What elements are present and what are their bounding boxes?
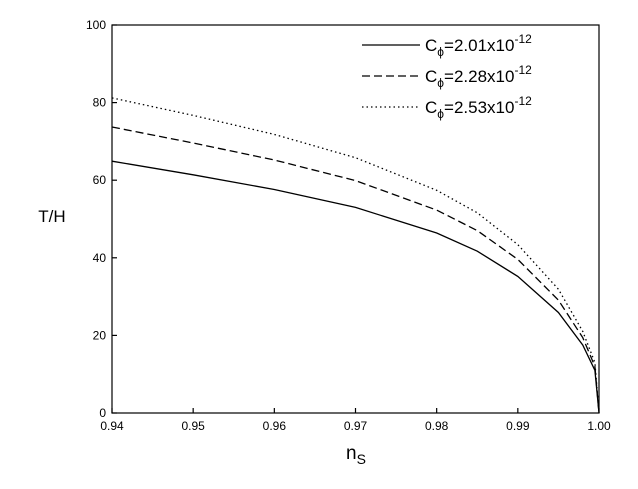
x-tick-label: 0.97 <box>344 419 368 433</box>
plot-frame <box>111 24 600 414</box>
x-tick-label: 0.98 <box>425 419 449 433</box>
x-tick-label: 0.96 <box>263 419 287 433</box>
y-tick-label: 0 <box>99 406 106 420</box>
y-tick-label: 20 <box>93 328 107 342</box>
x-axis-label-sub: S <box>357 451 366 467</box>
y-axis-label: T/H <box>38 207 65 226</box>
legend-label-2: Cϕ=2.28x10-12 <box>425 63 532 90</box>
x-tick-label: 0.95 <box>181 419 205 433</box>
y-tick-label: 100 <box>86 18 106 32</box>
ticks: 0.94 0.95 0.96 0.97 0.98 0.99 1.00 0 20 40 60 80 100 <box>86 18 611 433</box>
legend-label-1: Cϕ=2.01x10-12 <box>425 32 532 59</box>
x-tick-label: 0.99 <box>506 419 530 433</box>
x-axis-label: nS <box>346 443 366 467</box>
legend: Cϕ=2.01x10-12 Cϕ=2.28x10-12 Cϕ=2.53x10-12 <box>362 32 532 121</box>
x-tick-label: 0.94 <box>100 419 124 433</box>
x-tick-label: 1.00 <box>587 419 611 433</box>
series-line-3 <box>111 97 600 414</box>
y-tick-label: 60 <box>93 173 107 187</box>
series-group <box>111 97 600 414</box>
legend-label-3: Cϕ=2.53x10-12 <box>425 94 532 121</box>
y-tick-label: 80 <box>93 96 107 110</box>
series-line-2 <box>111 126 600 414</box>
series-line-1 <box>111 160 600 414</box>
x-axis-label-main: n <box>346 443 357 464</box>
y-tick-label: 40 <box>93 251 107 265</box>
